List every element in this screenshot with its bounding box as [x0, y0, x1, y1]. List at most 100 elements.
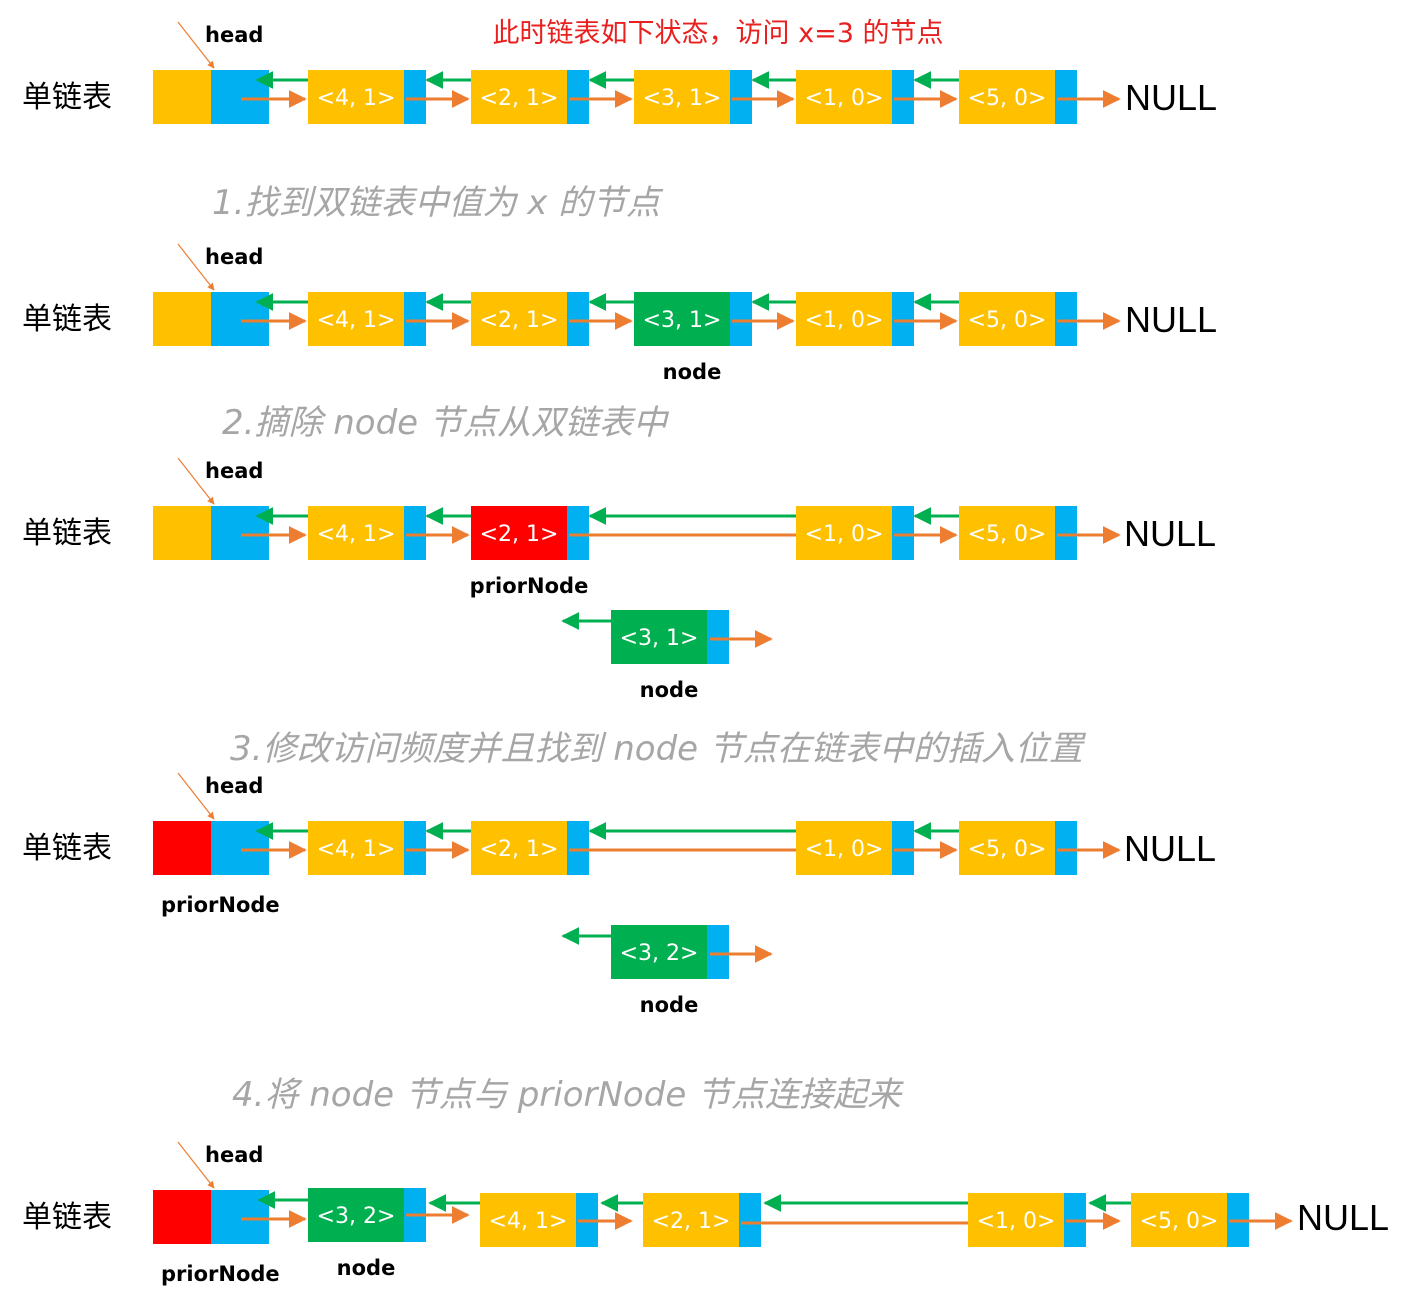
head-prior-label: priorNode [161, 893, 280, 917]
node-0-label: node [337, 1256, 396, 1280]
node-1-data-cell [471, 292, 567, 346]
node-4-pointer-cell [1055, 70, 1077, 124]
node-0-data-cell [308, 70, 404, 124]
node-1-value: <2, 1> [480, 308, 559, 333]
list-label: 单链表 [22, 302, 112, 337]
node-4-data-cell [959, 292, 1055, 346]
head-sentinel-pointer [211, 70, 269, 124]
node-2-value: <1, 0> [805, 837, 884, 862]
node-1-pointer-cell [567, 292, 589, 346]
node-2-data-cell [796, 506, 892, 560]
node-0-data-cell [308, 506, 404, 560]
head-label: head [205, 245, 263, 269]
node-2-value: <3, 1> [643, 308, 722, 333]
head-sentinel-pointer [211, 292, 269, 346]
node-4-value: <5, 0> [968, 86, 1047, 111]
head-pointer-arrow [177, 1141, 215, 1189]
detached-node-pointer-cell [707, 610, 729, 664]
head-label: head [205, 1143, 263, 1167]
node-4-value: <5, 0> [968, 308, 1047, 333]
detached-node-value: <3, 2> [620, 941, 699, 966]
node-4-pointer-cell [1055, 292, 1077, 346]
detached-node-data-cell [611, 610, 707, 664]
list-label: 单链表 [22, 516, 112, 551]
head-sentinel-pointer [211, 506, 269, 560]
node-4-value: <5, 0> [1140, 1209, 1219, 1234]
node-2-data-cell [634, 70, 730, 124]
node-2-pointer-cell [730, 70, 752, 124]
node-0-value: <4, 1> [317, 522, 396, 547]
node-4-data-cell [959, 70, 1055, 124]
head-label: head [205, 774, 263, 798]
node-1-pointer-cell [567, 821, 589, 875]
node-1-label: priorNode [470, 574, 589, 598]
null-terminator: NULL [1297, 1197, 1389, 1238]
detached-node-label: node [640, 678, 699, 702]
node-3-data-cell [968, 1193, 1064, 1247]
diagram-title: 此时链表如下状态，访问 x=3 的节点 [493, 18, 944, 49]
head-prior-label: priorNode [161, 1262, 280, 1286]
step-caption-1: 1.找到双链表中值为 x 的节点 [212, 183, 664, 223]
detached-node-pointer-cell [707, 925, 729, 979]
node-4-data-cell [1131, 1193, 1227, 1247]
list-label: 单链表 [22, 831, 112, 866]
node-0-data-cell [308, 821, 404, 875]
node-0-value: <4, 1> [317, 308, 396, 333]
head-sentinel-pointer [211, 1190, 269, 1244]
head-pointer-arrow [177, 457, 215, 505]
node-3-value: <1, 0> [805, 86, 884, 111]
node-1-value: <2, 1> [480, 86, 559, 111]
step-caption-4: 4.将 node 节点与 priorNode 节点连接起来 [232, 1075, 904, 1115]
node-1-value: <2, 1> [480, 837, 559, 862]
head-pointer-arrow [177, 243, 215, 291]
node-1-data-cell [471, 70, 567, 124]
node-2-value: <2, 1> [652, 1209, 731, 1234]
node-3-data-cell [959, 506, 1055, 560]
node-2-value: <3, 1> [643, 86, 722, 111]
node-2-data-cell [796, 821, 892, 875]
head-sentinel-data [153, 292, 211, 346]
node-1-data-cell [471, 506, 567, 560]
node-2-value: <1, 0> [805, 522, 884, 547]
node-0-data-cell [308, 292, 404, 346]
node-0-pointer-cell [404, 292, 426, 346]
node-2-data-cell [643, 1193, 739, 1247]
node-3-pointer-cell [1055, 506, 1077, 560]
node-0-value: <3, 2> [317, 1204, 396, 1229]
head-pointer-arrow [177, 772, 215, 820]
node-0-value: <4, 1> [317, 837, 396, 862]
node-1-value: <2, 1> [480, 522, 559, 547]
null-terminator: NULL [1124, 513, 1216, 554]
step-caption-3: 3.修改访问频度并且找到 node 节点在链表中的插入位置 [230, 729, 1087, 769]
node-0-value: <4, 1> [317, 86, 396, 111]
node-0-pointer-cell [404, 506, 426, 560]
head-sentinel-pointer [211, 821, 269, 875]
node-1-data-cell [480, 1193, 576, 1247]
node-1-data-cell [471, 821, 567, 875]
node-3-value: <5, 0> [968, 522, 1047, 547]
head-sentinel-data [153, 1190, 211, 1244]
node-0-pointer-cell [404, 70, 426, 124]
null-terminator: NULL [1125, 299, 1217, 340]
head-sentinel-data [153, 506, 211, 560]
node-3-data-cell [959, 821, 1055, 875]
node-2-label: node [663, 360, 722, 384]
node-3-pointer-cell [892, 292, 914, 346]
node-3-value: <1, 0> [805, 308, 884, 333]
head-pointer-arrow [177, 21, 215, 69]
node-2-pointer-cell [892, 821, 914, 875]
null-terminator: NULL [1124, 828, 1216, 869]
node-3-value: <1, 0> [977, 1209, 1056, 1234]
node-3-pointer-cell [1055, 821, 1077, 875]
head-label: head [205, 23, 263, 47]
list-label: 单链表 [22, 80, 112, 115]
node-1-value: <4, 1> [489, 1209, 568, 1234]
node-3-pointer-cell [892, 70, 914, 124]
node-1-pointer-cell [567, 506, 589, 560]
node-2-pointer-cell [739, 1193, 761, 1247]
node-2-data-cell [634, 292, 730, 346]
node-2-pointer-cell [892, 506, 914, 560]
null-terminator: NULL [1125, 77, 1217, 118]
node-3-data-cell [796, 70, 892, 124]
